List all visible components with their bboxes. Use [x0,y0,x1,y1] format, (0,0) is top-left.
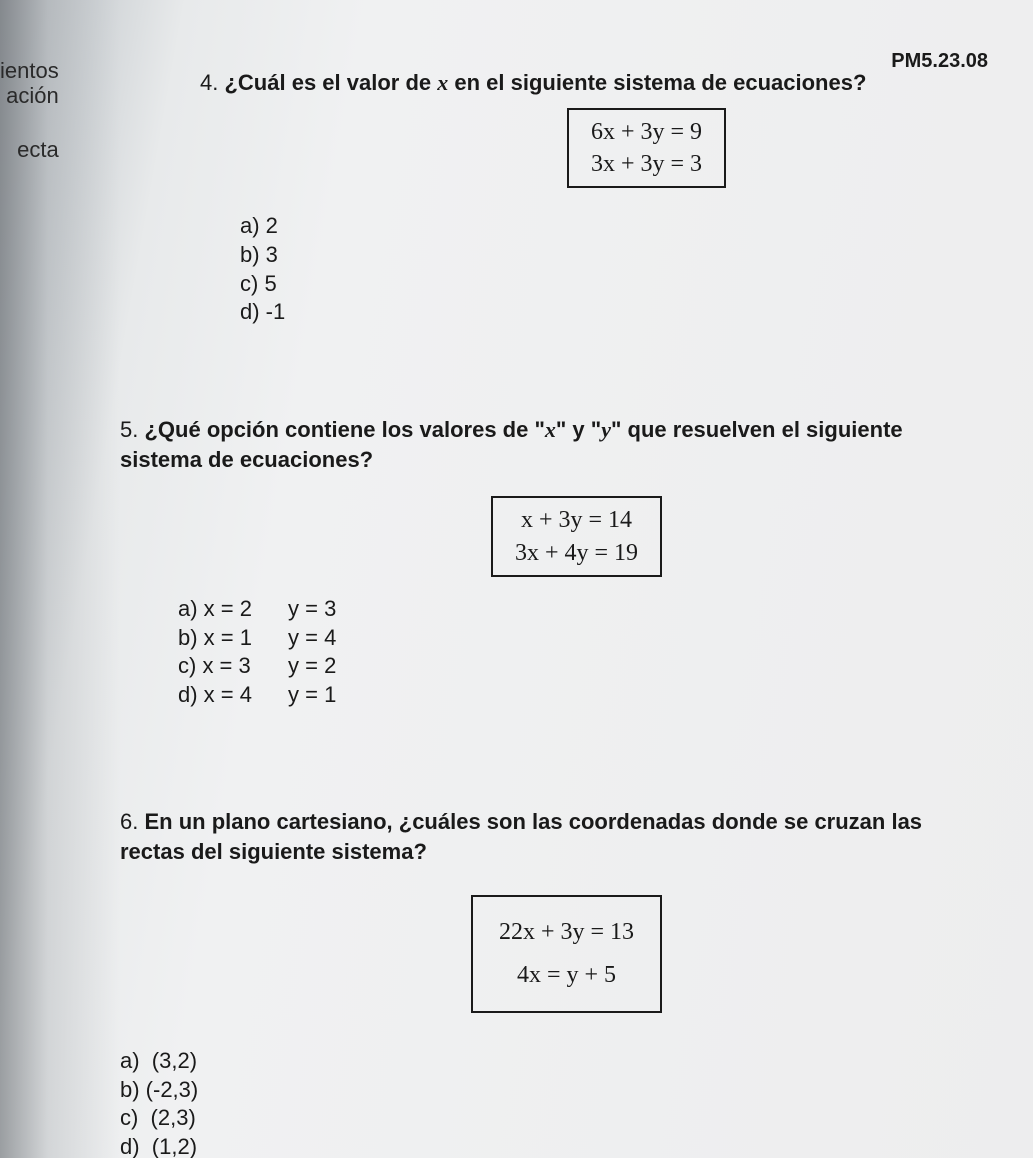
q6-number: 6. [120,809,138,834]
q4-choice-d: d) -1 [240,298,973,327]
margin-word-2: ación [0,83,59,108]
q4-equation-box: 6x + 3y = 9 3x + 3y = 3 [567,108,726,189]
q4-eq2: 3x + 3y = 3 [591,148,702,180]
q5-text-a: ¿Qué opción contiene los valores de " [144,417,544,442]
q4-number: 4. [200,70,218,95]
q5-d-left: d) x = 4 [178,681,288,710]
q5-eq1: x + 3y = 14 [515,504,638,536]
q4-choices: a) 2 b) 3 c) 5 d) -1 [240,212,973,326]
question-4: 4. ¿Cuál es el valor de x en el siguient… [200,68,973,327]
q4-choice-b: b) 3 [240,241,973,270]
q6-choice-c: c) (2,3) [120,1104,973,1133]
q5-b-right: y = 4 [288,625,336,650]
margin-word-3: ecta [0,137,59,162]
q6-prompt: 6. En un plano cartesiano, ¿cuáles son l… [120,807,973,866]
worksheet-page: ientos ación ecta PM5.23.08 4. ¿Cuál es … [0,0,1033,1158]
q5-text-mid: " y " [556,417,601,442]
q5-choice-a: a) x = 2y = 3 [178,595,973,624]
q4-prompt: 4. ¿Cuál es el valor de x en el siguient… [200,68,973,98]
q6-choice-d: d) (1,2) [120,1133,973,1158]
q4-text-a: ¿Cuál es el valor de [224,70,437,95]
q5-equation-box: x + 3y = 14 3x + 4y = 19 [491,496,662,577]
page-code: PM5.23.08 [891,50,988,73]
q6-choice-a: a) (3,2) [120,1047,973,1076]
q6-equation-wrap: 22x + 3y = 13 4x = y + 5 [160,895,973,1013]
q5-prompt: 5. ¿Qué opción contiene los valores de "… [120,415,973,474]
q4-var-x: x [437,70,448,95]
q6-eq1: 22x + 3y = 13 [499,911,634,954]
q5-choice-d: d) x = 4y = 1 [178,681,973,710]
q6-eq2: 4x = y + 5 [499,954,634,997]
q5-eq2: 3x + 4y = 19 [515,537,638,569]
q4-choice-c: c) 5 [240,270,973,299]
q6-text: En un plano cartesiano, ¿cuáles son las … [120,809,922,864]
q5-number: 5. [120,417,138,442]
left-margin-fragments: ientos ación ecta [0,58,59,162]
question-5: 5. ¿Qué opción contiene los valores de "… [120,415,973,710]
q4-eq1: 6x + 3y = 9 [591,116,702,148]
q5-var-x: x [545,417,556,442]
q6-equation-box: 22x + 3y = 13 4x = y + 5 [471,895,662,1013]
q4-equation-wrap: 6x + 3y = 9 3x + 3y = 3 [320,108,973,189]
margin-word-1: ientos [0,58,59,83]
question-6: 6. En un plano cartesiano, ¿cuáles son l… [120,807,973,1158]
q6-choice-b: b) (-2,3) [120,1076,973,1105]
q5-choice-b: b) x = 1y = 4 [178,624,973,653]
q5-equation-wrap: x + 3y = 14 3x + 4y = 19 [180,496,973,577]
q5-var-y: y [601,417,611,442]
q5-a-right: y = 3 [288,596,336,621]
q5-b-left: b) x = 1 [178,624,288,653]
q5-c-left: c) x = 3 [178,652,288,681]
q5-c-right: y = 2 [288,653,336,678]
q5-choices: a) x = 2y = 3 b) x = 1y = 4 c) x = 3y = … [178,595,973,709]
q4-choice-a: a) 2 [240,212,973,241]
q6-choices: a) (3,2) b) (-2,3) c) (2,3) d) (1,2) [120,1047,973,1158]
q5-choice-c: c) x = 3y = 2 [178,652,973,681]
q5-a-left: a) x = 2 [178,595,288,624]
q5-d-right: y = 1 [288,682,336,707]
q4-text-b: en el siguiente sistema de ecuaciones? [448,70,866,95]
